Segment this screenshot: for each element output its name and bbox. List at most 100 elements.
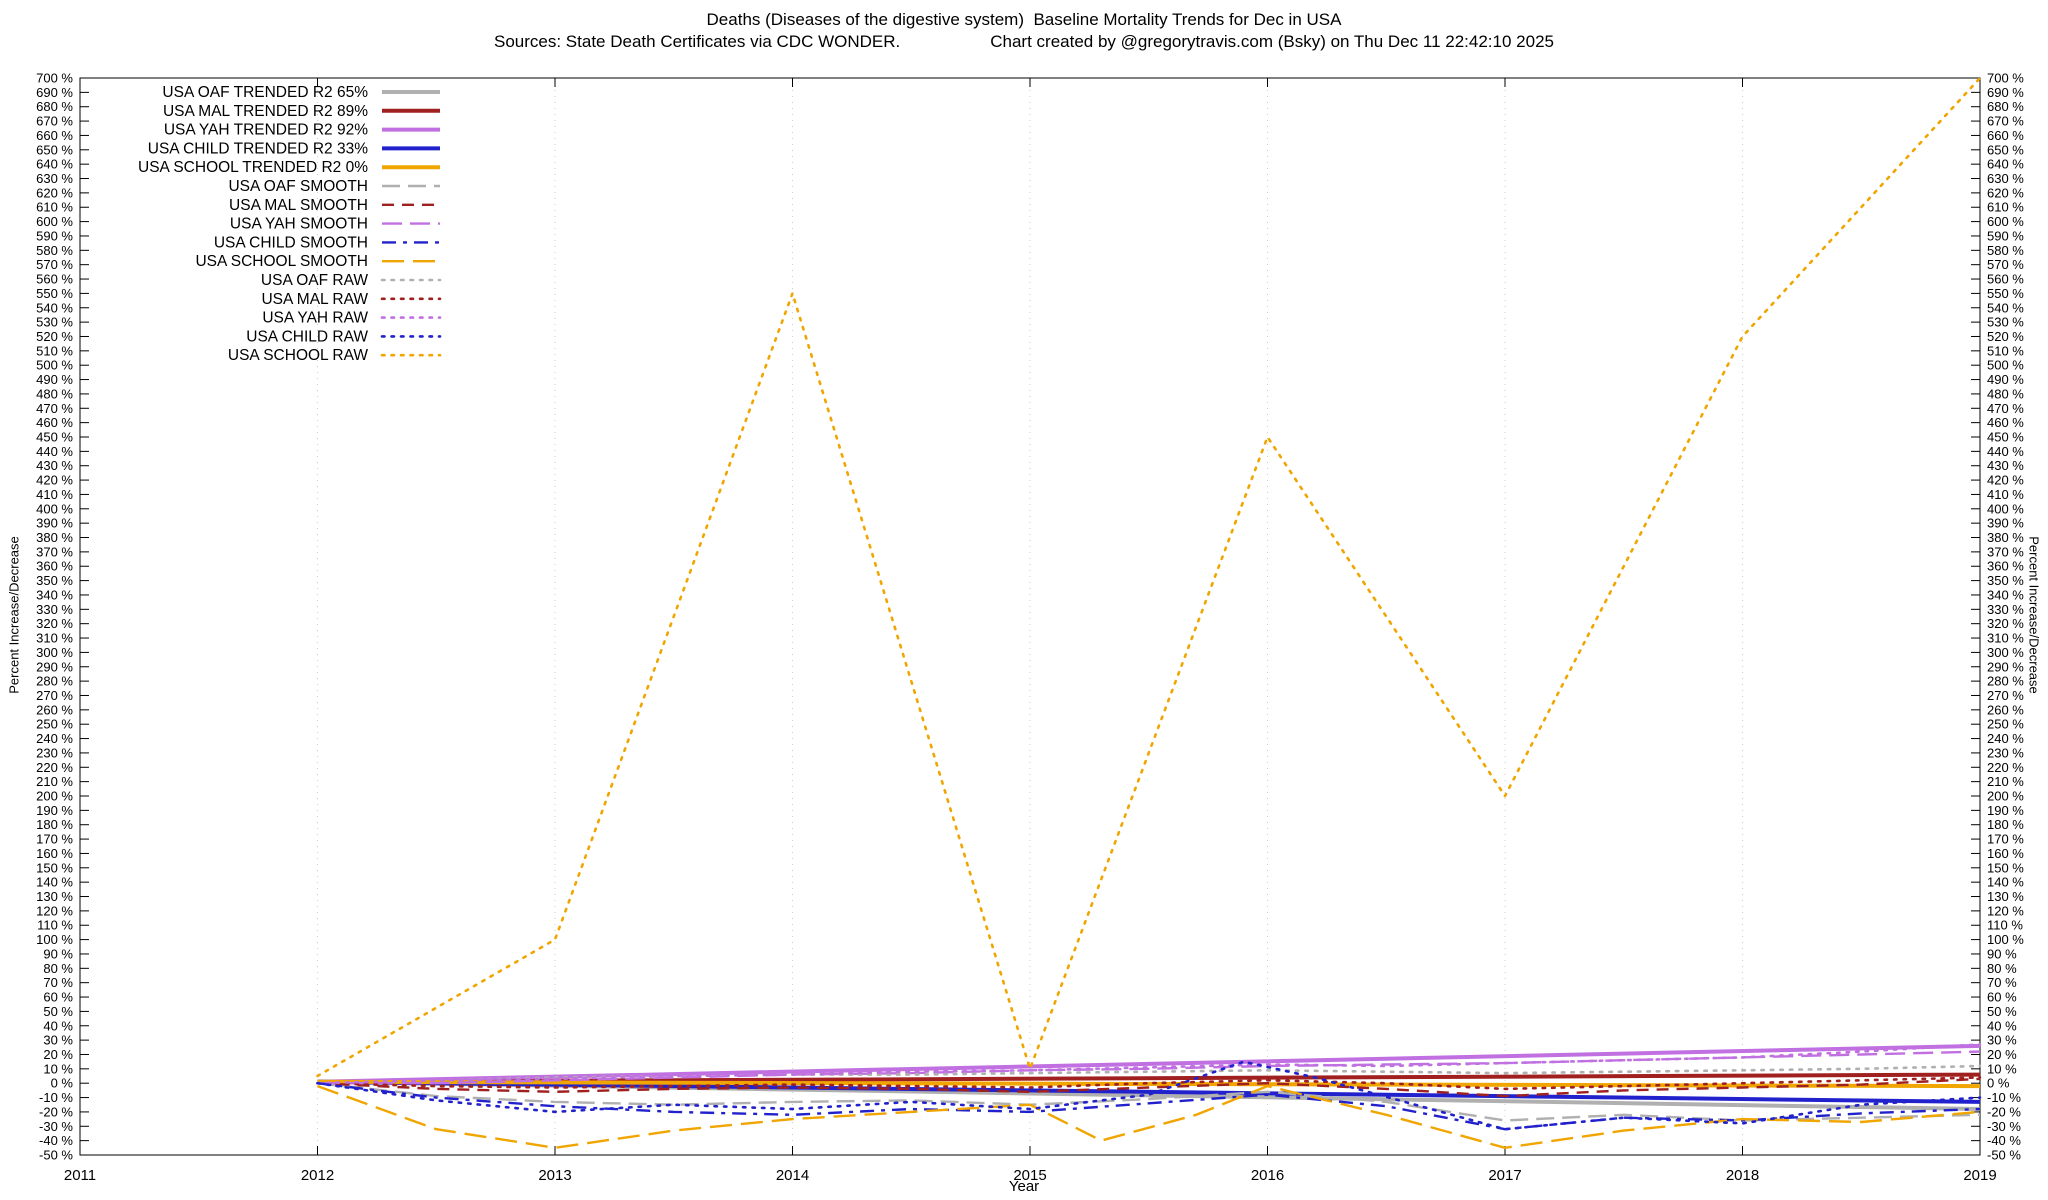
y2-axis-tick-label: 60 % xyxy=(1987,990,2017,1005)
y2-axis-tick-label: 520 % xyxy=(1987,329,2024,344)
y-axis-tick-label: 380 % xyxy=(36,530,73,545)
y2-axis-tick-label: 510 % xyxy=(1987,343,2024,358)
y2-axis-tick-label: 140 % xyxy=(1987,875,2024,890)
y2-axis-tick-label: 450 % xyxy=(1987,430,2024,445)
series-usa-child-trended-r2-33 xyxy=(317,1079,1981,1104)
series-usa-school-raw xyxy=(316,76,1982,1078)
y2-axis-tick-label: 270 % xyxy=(1987,688,2024,703)
legend-label: USA YAH SMOOTH xyxy=(230,216,368,233)
y2-axis-tick-label: 500 % xyxy=(1987,358,2024,373)
legend-label: USA OAF TRENDED R2 65% xyxy=(162,84,368,101)
y-axis-tick-label: 330 % xyxy=(36,602,73,617)
y-axis-tick-label: 600 % xyxy=(36,214,73,229)
y-axis-tick-label: 40 % xyxy=(43,1018,73,1033)
series-usa-yah-raw xyxy=(316,1043,1982,1085)
y2-axis-tick-label: 340 % xyxy=(1987,587,2024,602)
y-axis-tick-label: 270 % xyxy=(36,688,73,703)
legend-label: USA MAL TRENDED R2 89% xyxy=(163,103,368,120)
y-axis-tick-label: 260 % xyxy=(36,702,73,717)
y-axis-tick-label: 350 % xyxy=(36,573,73,588)
y2-axis-tick-label: 310 % xyxy=(1987,631,2024,646)
y2-axis-tick-label: 300 % xyxy=(1987,645,2024,660)
y-axis-tick-label: 680 % xyxy=(36,99,73,114)
y-axis-tick-label: 80 % xyxy=(43,961,73,976)
y-axis-tick-label: 210 % xyxy=(36,774,73,789)
y2-axis-tick-label: 350 % xyxy=(1987,573,2024,588)
y2-axis-tick-label: 50 % xyxy=(1987,1004,2017,1019)
y2-axis-tick-label: 210 % xyxy=(1987,774,2024,789)
y-axis-tick-label: 240 % xyxy=(36,731,73,746)
y-axis-tick-label: 290 % xyxy=(36,659,73,674)
y-axis-tick-label: 510 % xyxy=(36,343,73,358)
y-axis-tick-label: 650 % xyxy=(36,142,73,157)
y2-axis-tick-label: 550 % xyxy=(1987,286,2024,301)
y-axis-tick-label: -50 % xyxy=(39,1148,73,1163)
y-axis-tick-label: 660 % xyxy=(36,128,73,143)
y-axis-tick-label: 250 % xyxy=(36,717,73,732)
y2-axis-tick-label: 660 % xyxy=(1987,128,2024,143)
y2-axis-tick-label: 490 % xyxy=(1987,372,2024,387)
y-axis-tick-label: 540 % xyxy=(36,300,73,315)
y2-axis-tick-label: -40 % xyxy=(1987,1133,2021,1148)
y2-axis-tick-label: 530 % xyxy=(1987,315,2024,330)
series-usa-school-smooth xyxy=(317,1084,1981,1150)
y-axis-tick-label: 200 % xyxy=(36,789,73,804)
y-axis-tick-label: 140 % xyxy=(36,875,73,890)
y-axis-tick-label: 340 % xyxy=(36,587,73,602)
series-usa-mal-raw xyxy=(316,1076,1982,1091)
y-axis-tick-label: 110 % xyxy=(37,918,73,933)
y2-axis-tick-label: 220 % xyxy=(1987,760,2024,775)
x-axis-tick-label: 2013 xyxy=(538,1167,571,1184)
y2-axis-tick-label: 440 % xyxy=(1987,444,2024,459)
y-axis-tick-label: 640 % xyxy=(36,157,73,172)
series-usa-oaf-smooth xyxy=(317,1082,1981,1122)
y2-axis-tick-label: 170 % xyxy=(1987,832,2024,847)
y-axis-tick-label: 630 % xyxy=(36,171,73,186)
legend-label: USA OAF RAW xyxy=(261,272,368,289)
y2-axis-tick-label: 570 % xyxy=(1987,257,2024,272)
x-axis-label: Year xyxy=(1008,1178,1040,1195)
y2-axis-tick-label: -20 % xyxy=(1987,1104,2021,1119)
legend-label: USA CHILD SMOOTH xyxy=(214,234,368,251)
y2-axis-tick-label: 680 % xyxy=(1987,99,2024,114)
y2-axis-tick-label: 560 % xyxy=(1987,272,2024,287)
y-axis-tick-label: 530 % xyxy=(36,315,73,330)
y-axis-tick-label: 70 % xyxy=(43,975,73,990)
y-axis-tick-label: 60 % xyxy=(43,990,73,1005)
y2-axis-tick-label: 370 % xyxy=(1987,544,2024,559)
y-axis-tick-label: 30 % xyxy=(43,1033,73,1048)
y-axis-tick-label: 420 % xyxy=(36,473,73,488)
y-axis-tick-label: 10 % xyxy=(43,1061,73,1076)
y2-axis-tick-label: 620 % xyxy=(1987,185,2024,200)
y-axis-tick-label: 120 % xyxy=(36,903,73,918)
legend-label: USA CHILD RAW xyxy=(246,328,368,345)
y-axis-tick-label: -40 % xyxy=(39,1133,73,1148)
y-axis-tick-label: 590 % xyxy=(36,228,73,243)
y2-axis-tick-label: 540 % xyxy=(1987,300,2024,315)
chart-sources: Sources: State Death Certificates via CD… xyxy=(494,32,901,51)
legend-label: USA MAL RAW xyxy=(261,291,368,308)
y2-axis-tick-label: 130 % xyxy=(1987,889,2024,904)
y2-axis-tick-label: 70 % xyxy=(1987,975,2017,990)
y2-axis-tick-label: 360 % xyxy=(1987,559,2024,574)
y-axis-tick-label: 220 % xyxy=(36,760,73,775)
y2-axis-tick-label: 410 % xyxy=(1987,487,2024,502)
y-axis-tick-label: 150 % xyxy=(36,860,73,875)
y2-axis-tick-label: 700 % xyxy=(1987,71,2024,86)
y2-axis-tick-label: 580 % xyxy=(1987,243,2024,258)
y-axis-tick-label: 360 % xyxy=(36,559,73,574)
series-usa-child-smooth xyxy=(317,1082,1981,1131)
series-usa-school-trended-r2-0 xyxy=(317,1079,1981,1089)
y2-axis-tick-label: 190 % xyxy=(1987,803,2024,818)
y2-axis-tick-label: -30 % xyxy=(1987,1119,2021,1134)
y-axis-tick-label: 490 % xyxy=(36,372,73,387)
y-axis-tick-label: 0 % xyxy=(51,1076,74,1091)
legend-label: USA SCHOOL TRENDED R2 0% xyxy=(138,159,368,176)
y-axis-tick-label: 480 % xyxy=(36,386,73,401)
y-axis-tick-label: 560 % xyxy=(36,272,73,287)
chart-title: Deaths (Diseases of the digestive system… xyxy=(706,10,1342,29)
y2-axis-tick-label: 0 % xyxy=(1987,1076,2010,1091)
x-axis-tick-label: 2018 xyxy=(1726,1167,1759,1184)
